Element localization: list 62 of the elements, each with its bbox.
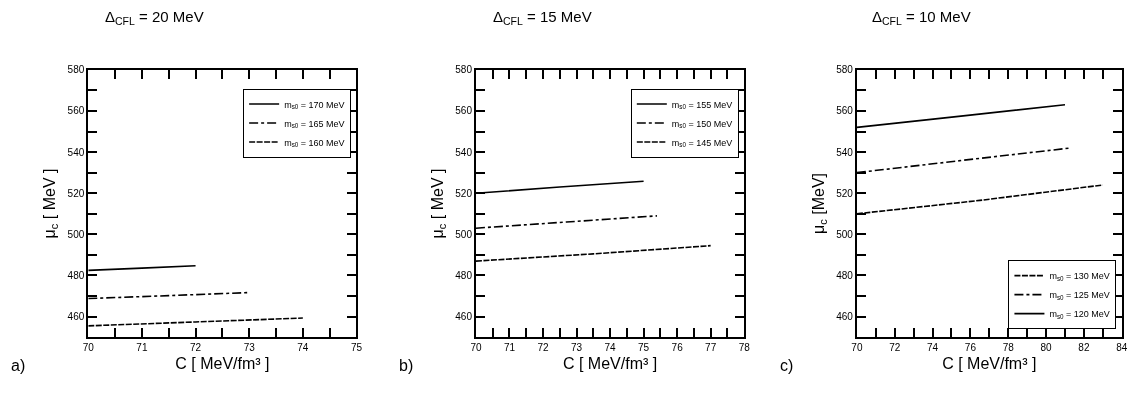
y-tick-label: 580 — [67, 64, 85, 76]
legend-label: m$_{s0}$ = 150 MeV — [671, 118, 733, 130]
x-tick-label: 72 — [889, 342, 901, 354]
y-tick-label: 580 — [455, 64, 473, 76]
text: b) — [399, 357, 414, 374]
text: a) — [11, 357, 26, 374]
legend-label: m$_{s0}$ = 125 MeV — [1049, 290, 1110, 302]
y-tick-label: 560 — [836, 105, 854, 117]
x-tick-label: 74 — [604, 342, 617, 354]
y-tick-label: 500 — [455, 228, 473, 240]
x-axis-title: C [ MeV/fm³ ] — [175, 355, 270, 373]
x-tick-label: 71 — [503, 342, 516, 354]
y-tick-label: 520 — [836, 187, 854, 199]
x-axis-title: C [ MeV/fm³ ] — [562, 355, 658, 373]
y-tick-label: 480 — [836, 269, 854, 281]
y-tick-label: 580 — [836, 64, 854, 76]
x-tick-label: 70 — [470, 342, 482, 354]
y-tick-label: 540 — [455, 146, 473, 158]
chart-title: Δ$_{CFL}$ = 10 MeV — [872, 8, 971, 28]
x-tick-label: 70 — [851, 342, 863, 354]
legend-label: m$_{s0}$ = 145 MeV — [671, 137, 733, 149]
legend-label: m$_{s0}$ = 170 MeV — [284, 99, 345, 111]
x-tick-label: 75 — [638, 342, 650, 354]
x-tick-label: 77 — [705, 342, 717, 354]
y-tick-label: 500 — [836, 228, 854, 240]
x-tick-label: 73 — [243, 342, 256, 354]
x-tick-label: 76 — [964, 342, 977, 354]
x-tick-label: 71 — [136, 342, 148, 354]
chart-title: Δ$_{CFL}$ = 15 MeV — [493, 8, 592, 28]
x-tick-label: 84 — [1116, 342, 1128, 354]
y-tick-label: 520 — [455, 187, 473, 199]
legend-label: m$_{s0}$ = 155 MeV — [671, 99, 733, 111]
y-tick-label: 460 — [836, 311, 854, 323]
y-tick-label: 460 — [455, 311, 473, 323]
x-tick-label: 70 — [82, 342, 95, 354]
x-tick-label: 72 — [537, 342, 550, 354]
x-tick-label: 82 — [1078, 342, 1090, 354]
chart-title: Δ$_{CFL}$ = 20 MeV — [105, 8, 204, 28]
x-tick-label: 78 — [1002, 342, 1015, 354]
x-axis-title: C [ MeV/fm³ ] — [942, 355, 1037, 373]
y-tick-label: 480 — [67, 269, 85, 281]
x-tick-label: 80 — [1040, 342, 1053, 354]
y-tick-label: 520 — [67, 187, 85, 199]
x-tick-label: 72 — [190, 342, 202, 354]
x-tick-label: 74 — [297, 342, 309, 354]
text: c) — [780, 357, 794, 374]
y-tick-label: 560 — [455, 105, 473, 117]
legend-label: m$_{s0}$ = 130 MeV — [1049, 271, 1110, 283]
x-tick-label: 78 — [738, 342, 751, 354]
y-tick-label: 460 — [67, 311, 85, 323]
legend-label: m$_{s0}$ = 165 MeV — [284, 118, 345, 130]
x-tick-label: 75 — [350, 342, 363, 354]
y-tick-label: 480 — [455, 269, 473, 281]
legend-label: m$_{s0}$ = 160 MeV — [284, 137, 345, 149]
y-tick-label: 560 — [67, 105, 85, 117]
x-tick-label: 73 — [570, 342, 583, 354]
legend-label: m$_{s0}$ = 120 MeV — [1049, 309, 1110, 321]
x-tick-label: 74 — [926, 342, 939, 354]
y-tick-label: 540 — [67, 146, 85, 158]
y-tick-label: 540 — [836, 146, 854, 158]
y-tick-label: 500 — [67, 228, 85, 240]
x-tick-label: 76 — [671, 342, 684, 354]
